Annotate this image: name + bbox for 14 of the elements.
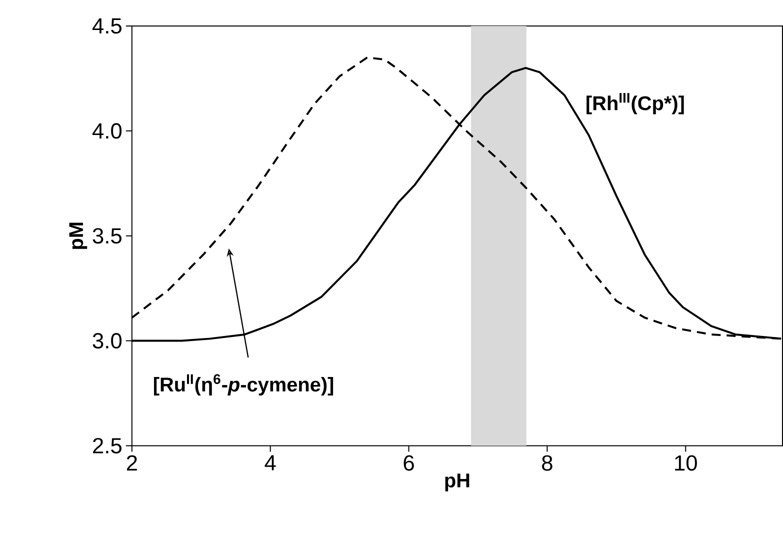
x-tick-label: 8 bbox=[542, 455, 552, 471]
x-tick-label: 6 bbox=[404, 455, 414, 471]
y-tick-label: 4.0 bbox=[92, 123, 122, 139]
x-tick-label: 4 bbox=[264, 455, 276, 470]
y-tick-label: 3.0 bbox=[92, 333, 122, 349]
x-tick-label: 2 bbox=[126, 455, 137, 471]
x-axis-title: pH bbox=[445, 474, 470, 492]
x-tick-label: 10 bbox=[675, 455, 697, 471]
y-tick-label: 3.5 bbox=[92, 228, 122, 244]
y-tick-label: 4.5 bbox=[92, 18, 122, 34]
series-label: [Rh$^{III}$(Cp*)] bbox=[586, 93, 684, 114]
y-axis-title: pM bbox=[69, 222, 88, 250]
y-tick-label: 2.5 bbox=[93, 438, 122, 454]
text: [Ru$^{II}$(η$^{6}$-p-cymene)] bbox=[154, 374, 334, 396]
